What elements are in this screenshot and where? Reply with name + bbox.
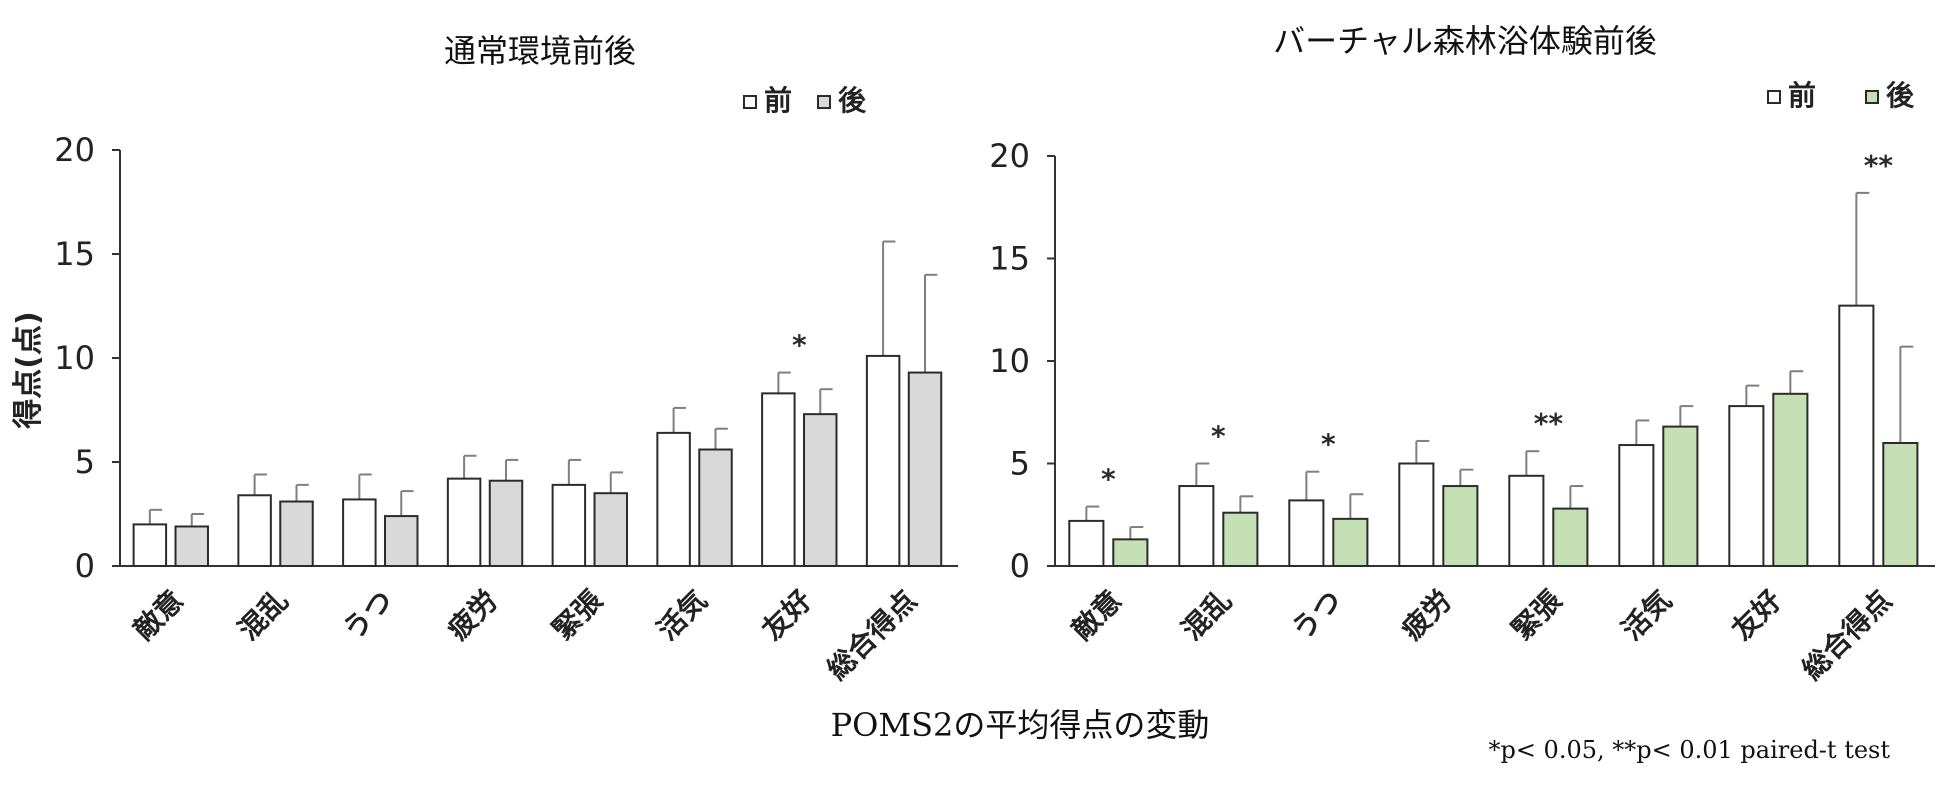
bar-after <box>803 413 838 567</box>
figure-caption: POMS2の平均得点の変動 <box>831 706 1210 744</box>
bar-after <box>279 500 314 567</box>
bar-before <box>761 392 796 567</box>
bar-before <box>551 483 587 568</box>
bar-after <box>1662 425 1699 567</box>
legend-after-swatch <box>1865 90 1879 104</box>
y-tick-label: 15 <box>989 240 1030 278</box>
y-tick-label: 5 <box>75 443 95 481</box>
chart-title: バーチャル森林浴体験前後 <box>1273 22 1657 60</box>
bar-after <box>907 371 943 567</box>
legend-before-label: 前 <box>1788 79 1816 112</box>
bar-before <box>1288 499 1325 567</box>
y-tick-label: 0 <box>1010 547 1030 585</box>
bar-after <box>488 479 524 567</box>
y-tick-label: 5 <box>1010 445 1030 483</box>
y-tick-label: 20 <box>989 137 1030 175</box>
bar-before <box>1618 444 1655 567</box>
bar-before <box>446 477 482 568</box>
footnote: *p< 0.05, **p< 0.01 paired-t test <box>1488 736 1890 764</box>
bar-before <box>342 498 377 567</box>
chart-title: 通常環境前後 <box>444 32 636 70</box>
y-tick-label: 20 <box>54 131 95 169</box>
bar-after <box>1332 517 1369 567</box>
bar-before <box>656 431 691 567</box>
bar-after <box>698 448 733 567</box>
legend-before-swatch <box>743 95 757 109</box>
bar-before <box>237 494 272 567</box>
significance-marker: * <box>1211 420 1226 453</box>
y-tick-label: 10 <box>54 339 95 377</box>
bar-after <box>384 515 419 568</box>
significance-marker: * <box>1321 428 1336 461</box>
significance-marker: ** <box>1534 407 1564 440</box>
legend-before-label: 前 <box>764 84 792 117</box>
bar-before <box>132 523 168 568</box>
bar-before <box>1398 462 1435 567</box>
significance-marker: ** <box>1864 149 1894 182</box>
significance-marker: * <box>792 329 807 362</box>
bar-after <box>1112 538 1149 567</box>
bar-after <box>593 492 628 568</box>
bar-after <box>1882 442 1919 567</box>
bar-before <box>1728 405 1765 567</box>
bar-after <box>1442 485 1479 567</box>
significance-marker: * <box>1101 463 1116 496</box>
bar-before <box>865 354 901 568</box>
legend-before-swatch <box>1767 90 1781 104</box>
bar-before <box>1838 304 1875 567</box>
bar-before <box>1508 474 1545 567</box>
y-tick-label: 0 <box>75 547 95 585</box>
y-tick-label: 10 <box>989 342 1030 380</box>
bar-before <box>1068 519 1105 568</box>
bar-after <box>1772 392 1809 567</box>
legend-after-label: 後 <box>838 84 867 117</box>
bar-before <box>1178 485 1215 567</box>
y-tick-label: 15 <box>54 235 95 273</box>
bar-after <box>174 525 209 567</box>
y-axis-label: 得点(点) <box>11 311 46 429</box>
legend-after-label: 後 <box>1886 79 1915 112</box>
legend-after-swatch <box>817 95 831 109</box>
bar-after <box>1552 507 1589 568</box>
bar-after <box>1222 511 1259 568</box>
